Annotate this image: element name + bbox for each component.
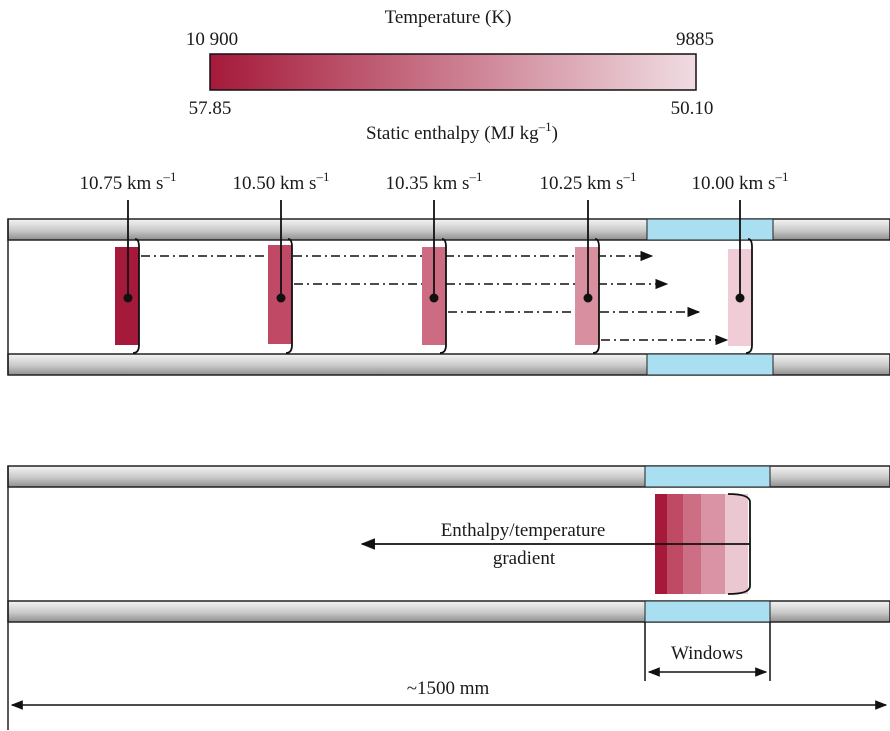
colorbar-enthalpy-min: 50.10 xyxy=(671,98,714,119)
shock-front-5 xyxy=(745,238,753,354)
velocity-label-4: 10.25 km s–1 xyxy=(540,169,637,194)
shock-front-1 xyxy=(132,238,140,354)
colorbar-title: Temperature (K) xyxy=(385,7,512,28)
colorbar-temp-max: 10 900 xyxy=(186,29,238,50)
velocity-label-5: 10.00 km s–1 xyxy=(692,169,789,194)
gradient-label-line2: gradient xyxy=(493,548,556,569)
shock-front-3 xyxy=(439,238,447,354)
gradient-label-line1: Enthalpy/temperature xyxy=(441,520,606,541)
velocity-label-2: 10.50 km s–1 xyxy=(233,169,330,194)
length-label: ~1500 mm xyxy=(407,678,490,699)
colorbar xyxy=(209,53,697,91)
measurement-dot-4 xyxy=(583,293,593,303)
colorbar-enthalpy-max: 57.85 xyxy=(189,98,232,119)
velocity-label-1: 10.75 km s–1 xyxy=(80,169,177,194)
shock-front-4 xyxy=(592,238,600,354)
gas-slugs: 10.75 km s–1 10.50 km s–1 10.35 km s–1 10.2… xyxy=(80,169,789,354)
lower-tube-top-window xyxy=(644,465,771,488)
shock-front-2 xyxy=(285,238,293,354)
upper-tube-bottom-window xyxy=(646,353,774,376)
velocity-label-3: 10.35 km s–1 xyxy=(386,169,483,194)
measurement-dot-1 xyxy=(123,293,133,303)
colorbar-temp-min: 9885 xyxy=(676,29,714,50)
measurement-dot-5 xyxy=(735,293,745,303)
lower-tube-bottom-window xyxy=(644,600,771,623)
windows-label: Windows xyxy=(671,643,743,664)
upper-tube-top-window xyxy=(646,218,774,241)
colorbar-subtitle: Static enthalpy (MJ kg–1) xyxy=(366,119,558,144)
measurement-dot-3 xyxy=(429,293,439,303)
measurement-dot-2 xyxy=(276,293,286,303)
